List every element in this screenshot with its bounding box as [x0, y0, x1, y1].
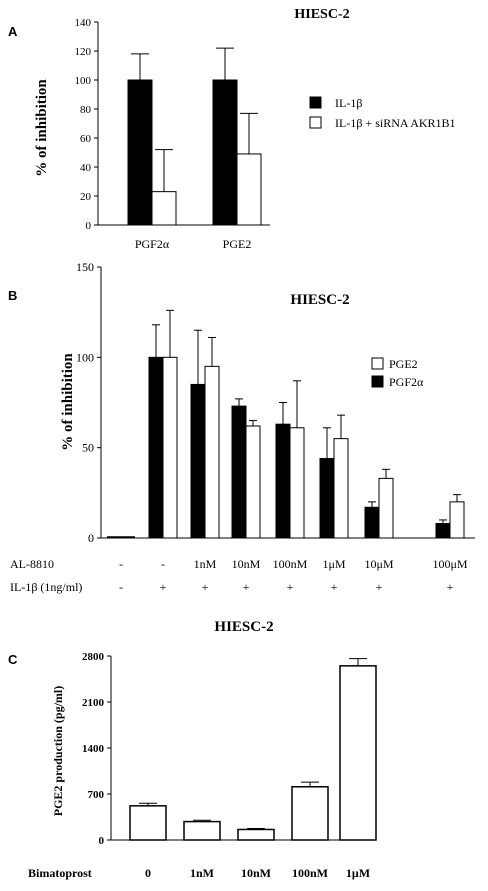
- panel-b-y-axis-label: % of inhibition: [60, 353, 76, 451]
- panel-b-al8810-value: -: [119, 557, 123, 571]
- panel-b-il1b-value: +: [160, 580, 167, 594]
- panel-b-bar: [289, 427, 305, 539]
- panel-c-bar: [129, 805, 167, 841]
- legend-label-il1b: IL-1β: [335, 96, 362, 110]
- panel-a-y-tick-label: 80: [80, 104, 92, 116]
- panel-c-y-tick-label: 700: [88, 789, 105, 801]
- panel-c-x-tick-label: 0: [145, 866, 151, 880]
- panel-b-legend: PGE2 PGF2α: [371, 357, 424, 389]
- panel-a-letter: A: [8, 24, 18, 39]
- panel-b-al8810-value: 10nM: [232, 557, 261, 571]
- panel-b: B HIESC-2 % of inhibition 0 50 100 150 AL-8…: [8, 260, 475, 594]
- panel-b-il1b-value: +: [202, 580, 209, 594]
- panel-a-y-tick-label: 40: [80, 162, 92, 174]
- panel-c-y-ticks: 0 700 1400 2100 2800: [82, 651, 111, 847]
- panel-a-y-tick-label: 60: [80, 133, 92, 145]
- panel-c-letter: C: [8, 652, 18, 667]
- panel-b-il1b-value: +: [243, 580, 250, 594]
- panel-b-y-tick-label: 50: [82, 441, 94, 455]
- row-label-al8810: AL-8810: [10, 557, 54, 571]
- legend-label-pge2: PGE2: [389, 357, 418, 371]
- panel-b-y-tick-label: 150: [76, 260, 94, 274]
- panel-b-bar: [319, 458, 335, 539]
- panel-a-title: HIESC-2: [294, 7, 349, 22]
- panel-b-y-ticks: 0 50 100 150: [76, 260, 101, 545]
- panel-b-il1b-value: +: [376, 580, 383, 594]
- panel-b-bar: [364, 506, 380, 539]
- panel-c-y-tick-label: 0: [99, 835, 105, 847]
- panel-c-bar: [339, 665, 377, 841]
- panel-b-bar: [162, 356, 178, 539]
- panel-c-bar: [291, 786, 329, 841]
- panel-c-x-labels: 0 1nM 10nM 100nM 1μM: [145, 866, 370, 880]
- panel-b-bar: [204, 365, 220, 539]
- panel-b-al8810-value: 100μM: [432, 557, 467, 571]
- panel-c-y-tick-label: 2800: [82, 651, 105, 663]
- panel-a-y-tick-label: 100: [75, 75, 92, 87]
- panel-b-y-tick-label: 0: [88, 531, 94, 545]
- panel-b-bar: [449, 501, 465, 539]
- panel-a-y-axis-label: % of inhibition: [34, 79, 50, 177]
- panel-c-y-axis-label: PGE2 production (pg/ml): [51, 686, 65, 816]
- panel-a-y-tick-label: 140: [75, 17, 92, 29]
- panel-b-al8810-value: 100nM: [273, 557, 308, 571]
- panel-b-bar: [435, 523, 451, 539]
- panel-c-y-tick-label: 1400: [82, 743, 105, 755]
- panel-b-bars: [107, 309, 465, 539]
- panel-c-bars: [129, 658, 377, 841]
- row-label-il1b: IL-1β (1ng/ml): [10, 580, 82, 594]
- panel-a-legend: IL-1β IL-1β + siRNA AKR1B1: [309, 96, 456, 130]
- panel-b-al8810-value: 1nM: [194, 557, 217, 571]
- panel-a-y-ticks: 0 20 40 60 80 100 120 140: [75, 17, 98, 232]
- panel-a: A HIESC-2 % of inhibition 0 20 40 60 80 100 12…: [8, 7, 456, 251]
- panel-c-x-tick-label: 100nM: [292, 866, 328, 880]
- panel-b-bar: [333, 438, 349, 539]
- panel-b-bar: [245, 425, 261, 539]
- legend-label-pgf2a: PGF2α: [389, 375, 424, 389]
- panel-a-bars: [127, 47, 262, 226]
- panel-b-il1b-value: +: [331, 580, 338, 594]
- panel-b-al8810-value: 10μM: [364, 557, 393, 571]
- panel-c: C HIESC-2 PGE2 production (pg/ml) 0 700 14…: [8, 619, 377, 880]
- panel-b-letter: B: [8, 288, 17, 303]
- panel-c-x-axis-label: Bimatoprost: [28, 866, 92, 880]
- panel-a-x-tick-label: PGF2α: [135, 237, 170, 251]
- legend-swatch-sirna: [309, 116, 322, 129]
- panel-b-treatment-rows: AL-8810 IL-1β (1ng/ml) - - 1nM 10nM 100nM 1μM…: [10, 557, 468, 594]
- panel-a-y-tick-label: 120: [75, 46, 92, 58]
- panel-b-il1b-value: -: [119, 580, 123, 594]
- panel-c-bar: [237, 828, 275, 841]
- panel-a-y-tick-label: 0: [86, 220, 92, 232]
- panel-c-x-tick-label: 10nM: [241, 866, 271, 880]
- panel-b-bar: [190, 383, 206, 539]
- panel-a-bar: [127, 79, 153, 226]
- panel-b-il1b-value: +: [287, 580, 294, 594]
- panel-c-y-tick-label: 2100: [82, 697, 105, 709]
- panel-b-il1b-value: +: [447, 580, 454, 594]
- panel-b-bar: [378, 477, 394, 539]
- panel-a-bar: [151, 191, 177, 226]
- panel-a-bar: [212, 79, 238, 226]
- panel-c-bar: [183, 820, 221, 841]
- panel-c-title: HIESC-2: [214, 619, 273, 635]
- panel-b-title: HIESC-2: [290, 292, 349, 308]
- panel-c-x-tick-label: 1nM: [190, 866, 214, 880]
- panel-b-al8810-value: 1μM: [322, 557, 345, 571]
- legend-swatch-pgf2a: [371, 375, 384, 388]
- panel-a-y-tick-label: 20: [80, 191, 92, 203]
- panel-b-y-tick-label: 100: [76, 350, 94, 364]
- panel-b-bar: [231, 405, 247, 539]
- panel-a-bar: [236, 153, 262, 226]
- legend-label-sirna: IL-1β + siRNA AKR1B1: [335, 116, 456, 130]
- panel-a-x-labels: PGF2α PGE2: [135, 237, 251, 251]
- panel-b-bar: [148, 356, 164, 539]
- panel-b-bar: [275, 423, 291, 539]
- panel-a-x-tick-label: PGE2: [223, 237, 252, 251]
- panel-c-x-tick-label: 1μM: [346, 866, 370, 880]
- legend-swatch-pge2: [371, 357, 384, 370]
- panel-b-al8810-value: -: [161, 557, 165, 571]
- legend-swatch-il1b: [309, 96, 322, 109]
